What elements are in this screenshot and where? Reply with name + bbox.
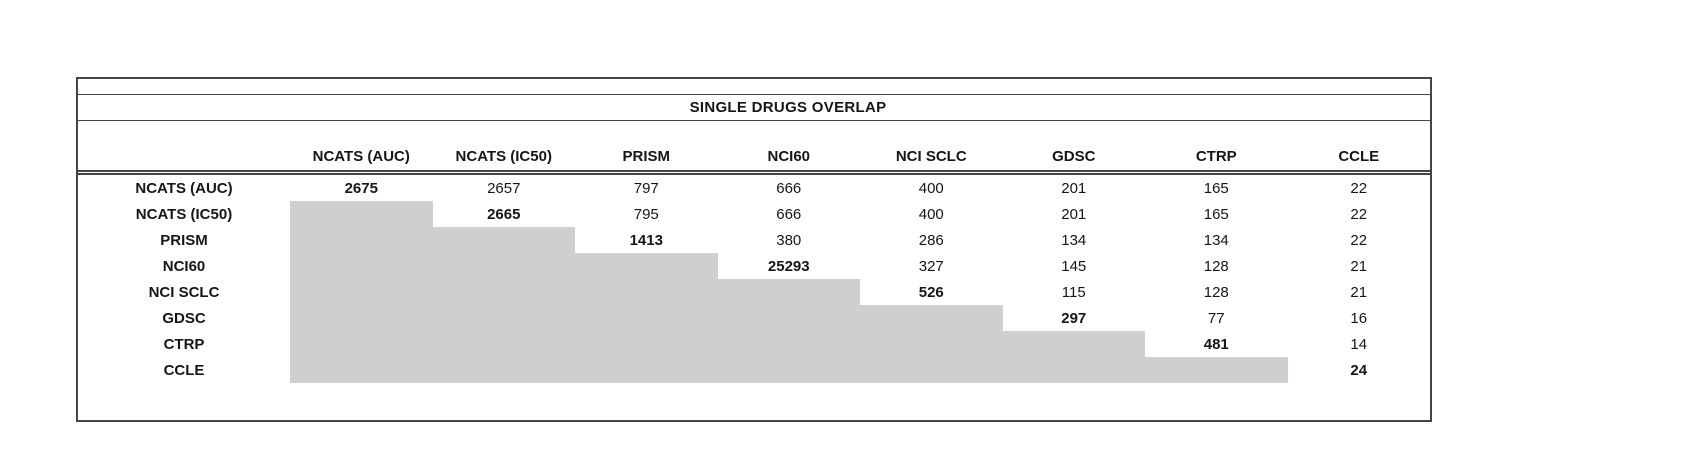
matrix-cell (290, 227, 433, 253)
table-title: SINGLE DRUGS OVERLAP (689, 99, 887, 116)
matrix-cell: 2675 (344, 179, 378, 197)
single-drugs-overlap-table: SINGLE DRUGS OVERLAP NCATS (AUC) NCATS (I… (76, 77, 1432, 422)
matrix-cell: 201 (1061, 179, 1087, 197)
matrix-cell (575, 357, 718, 383)
matrix-cell: 201 (1061, 205, 1087, 223)
row-header: PRISM (160, 231, 208, 249)
corner-cell (78, 121, 290, 175)
matrix-cell (290, 253, 433, 279)
matrix-cell (717, 279, 860, 305)
column-header: CCLE (1287, 121, 1430, 175)
matrix-cell: 22 (1350, 179, 1368, 197)
matrix-cell: 25293 (767, 257, 810, 275)
matrix-cell (290, 357, 433, 383)
matrix-cell (860, 305, 1003, 331)
matrix-cell: 145 (1061, 257, 1087, 275)
matrix-cell: 2657 (487, 179, 521, 197)
table-title-row: SINGLE DRUGS OVERLAP (78, 95, 1430, 121)
matrix-cell: 666 (776, 179, 802, 197)
matrix-cell (290, 201, 433, 227)
matrix-cell: 400 (918, 179, 944, 197)
column-header: NCI60 (717, 121, 860, 175)
matrix-cell: 400 (918, 205, 944, 223)
matrix-cell: 666 (776, 205, 802, 223)
matrix-cell: 128 (1203, 257, 1229, 275)
matrix-cell: 16 (1350, 309, 1368, 327)
matrix-cell: 165 (1203, 179, 1229, 197)
row-header: CCLE (163, 361, 205, 379)
matrix-cell: 286 (918, 231, 944, 249)
matrix-cell (717, 357, 860, 383)
matrix-cell: 481 (1203, 335, 1229, 353)
matrix-cell (1002, 357, 1145, 383)
matrix-cell (432, 279, 575, 305)
column-header: NCATS (IC50) (432, 121, 575, 175)
matrix-cell: 795 (633, 205, 659, 223)
row-header: GDSC (162, 309, 206, 327)
matrix-cell (432, 357, 575, 383)
matrix-cell: 297 (1061, 309, 1087, 327)
matrix-cell (1145, 357, 1288, 383)
matrix-cell: 2665 (487, 205, 521, 223)
column-header: NCI SCLC (860, 121, 1003, 175)
matrix-cell: 115 (1061, 283, 1086, 301)
matrix-cell: 24 (1350, 361, 1368, 379)
row-header: NCI60 (162, 257, 206, 275)
matrix-cell (1002, 331, 1145, 357)
matrix-cell: 327 (918, 257, 944, 275)
column-header: NCATS (AUC) (290, 121, 433, 175)
row-header: CTRP (163, 335, 205, 353)
top-strip (78, 79, 1430, 95)
matrix-cell: 22 (1350, 205, 1368, 223)
matrix-cell (860, 357, 1003, 383)
matrix-cell: 21 (1350, 283, 1368, 301)
matrix-cell (575, 305, 718, 331)
matrix-cell: 797 (633, 179, 659, 197)
matrix-cell (575, 253, 718, 279)
row-header: NCI SCLC (148, 283, 220, 301)
column-header: GDSC (1002, 121, 1145, 175)
overlap-matrix: NCATS (AUC) NCATS (IC50) PRISM NCI60 NCI SCL… (78, 121, 1430, 383)
column-header: PRISM (575, 121, 718, 175)
matrix-cell (290, 305, 433, 331)
matrix-cell: 22 (1350, 231, 1368, 249)
matrix-cell: 77 (1207, 309, 1225, 327)
matrix-cell (860, 331, 1003, 357)
row-header: NCATS (AUC) (135, 179, 233, 197)
matrix-cell (717, 331, 860, 357)
matrix-cell (290, 331, 433, 357)
matrix-cell (290, 279, 433, 305)
matrix-cell (432, 227, 575, 253)
matrix-cell: 380 (776, 231, 802, 249)
matrix-cell (717, 305, 860, 331)
matrix-cell (575, 279, 718, 305)
matrix-cell (432, 305, 575, 331)
matrix-cell (575, 331, 718, 357)
column-header: CTRP (1145, 121, 1288, 175)
matrix-cell: 165 (1203, 205, 1229, 223)
matrix-cell: 134 (1061, 231, 1087, 249)
row-header: NCATS (IC50) (135, 205, 233, 223)
matrix-cell: 128 (1203, 283, 1229, 301)
matrix-cell: 14 (1350, 335, 1368, 353)
matrix-cell (432, 253, 575, 279)
matrix-cell (432, 331, 575, 357)
matrix-cell: 526 (918, 283, 944, 301)
matrix-cell: 134 (1203, 231, 1229, 249)
matrix-cell: 1413 (629, 231, 663, 249)
matrix-cell: 21 (1350, 257, 1368, 275)
